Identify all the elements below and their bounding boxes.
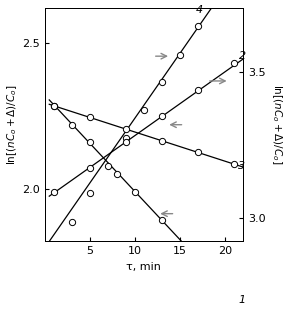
Text: 3: 3: [238, 161, 246, 171]
Y-axis label: ln[$(nC_o + \Delta)/C_o$]: ln[$(nC_o + \Delta)/C_o$]: [270, 84, 284, 165]
X-axis label: τ, min: τ, min: [126, 262, 161, 272]
Y-axis label: ln[$(nC_o + \Delta)/C_o$]: ln[$(nC_o + \Delta)/C_o$]: [5, 84, 19, 165]
Text: 1: 1: [238, 295, 246, 305]
Text: 4: 4: [196, 5, 203, 15]
Text: 2: 2: [238, 51, 246, 61]
